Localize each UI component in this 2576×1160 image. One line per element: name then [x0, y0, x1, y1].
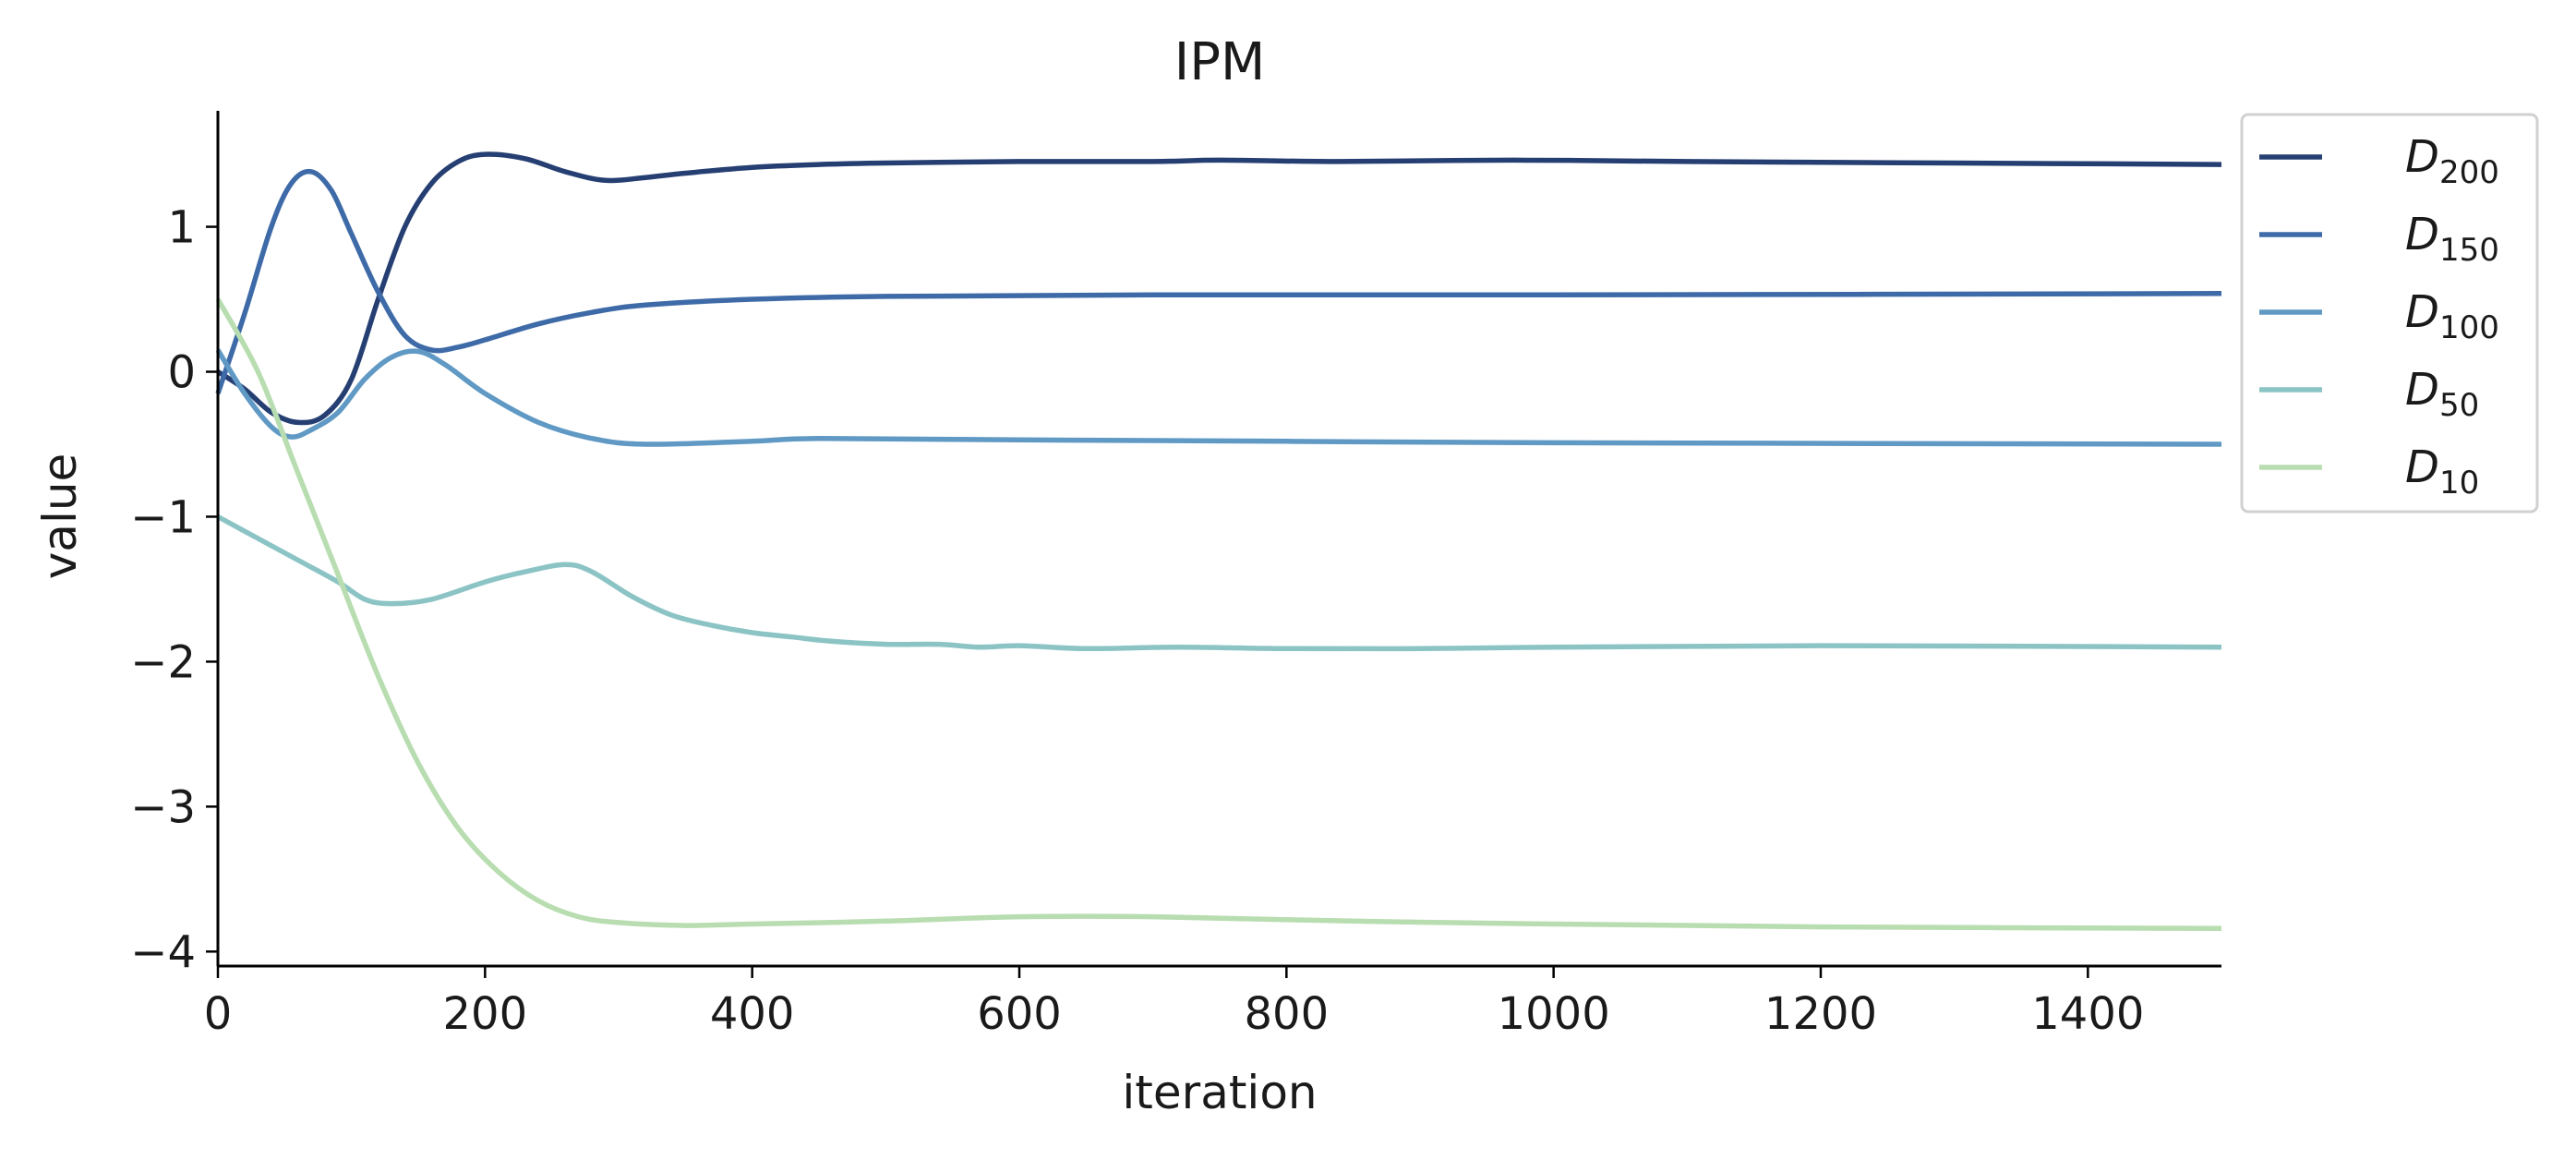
series-line-d200	[216, 151, 2222, 426]
y-tick-label: −3	[130, 781, 196, 833]
y-axis: 1 0 −1 −2 −3 −4	[130, 202, 218, 978]
x-tick-label: 1400	[2031, 988, 2144, 1040]
y-tick-label: 1	[167, 202, 196, 254]
y-tick-label: 0	[167, 347, 196, 399]
legend-box	[2240, 113, 2539, 514]
x-tick-label: 1200	[1764, 988, 1877, 1040]
x-tick-label: 0	[204, 988, 233, 1040]
series-line-d100	[215, 348, 2222, 447]
x-axis: 0 200 400 600 800 1000 1200 1400	[204, 966, 2144, 1040]
x-tick-label: 400	[710, 988, 795, 1040]
x-tick-label: 800	[1245, 988, 1330, 1040]
x-tick-label: 200	[443, 988, 528, 1040]
series-line-d10	[215, 297, 2222, 931]
y-axis-label: value	[33, 453, 87, 580]
x-tick-label: 600	[977, 988, 1062, 1040]
series-line-d150	[215, 168, 2222, 394]
y-tick-label: −4	[130, 926, 196, 978]
plot-area	[215, 111, 2222, 968]
legend-label-d100: D100	[2405, 286, 2499, 346]
y-tick-label: −1	[130, 491, 196, 543]
x-axis-label: iteration	[1122, 1066, 1317, 1119]
chart-title: IPM	[1174, 32, 1266, 92]
y-tick-label: −2	[130, 636, 196, 688]
series-line-d50	[216, 514, 2222, 652]
x-tick-label: 1000	[1498, 988, 1610, 1040]
